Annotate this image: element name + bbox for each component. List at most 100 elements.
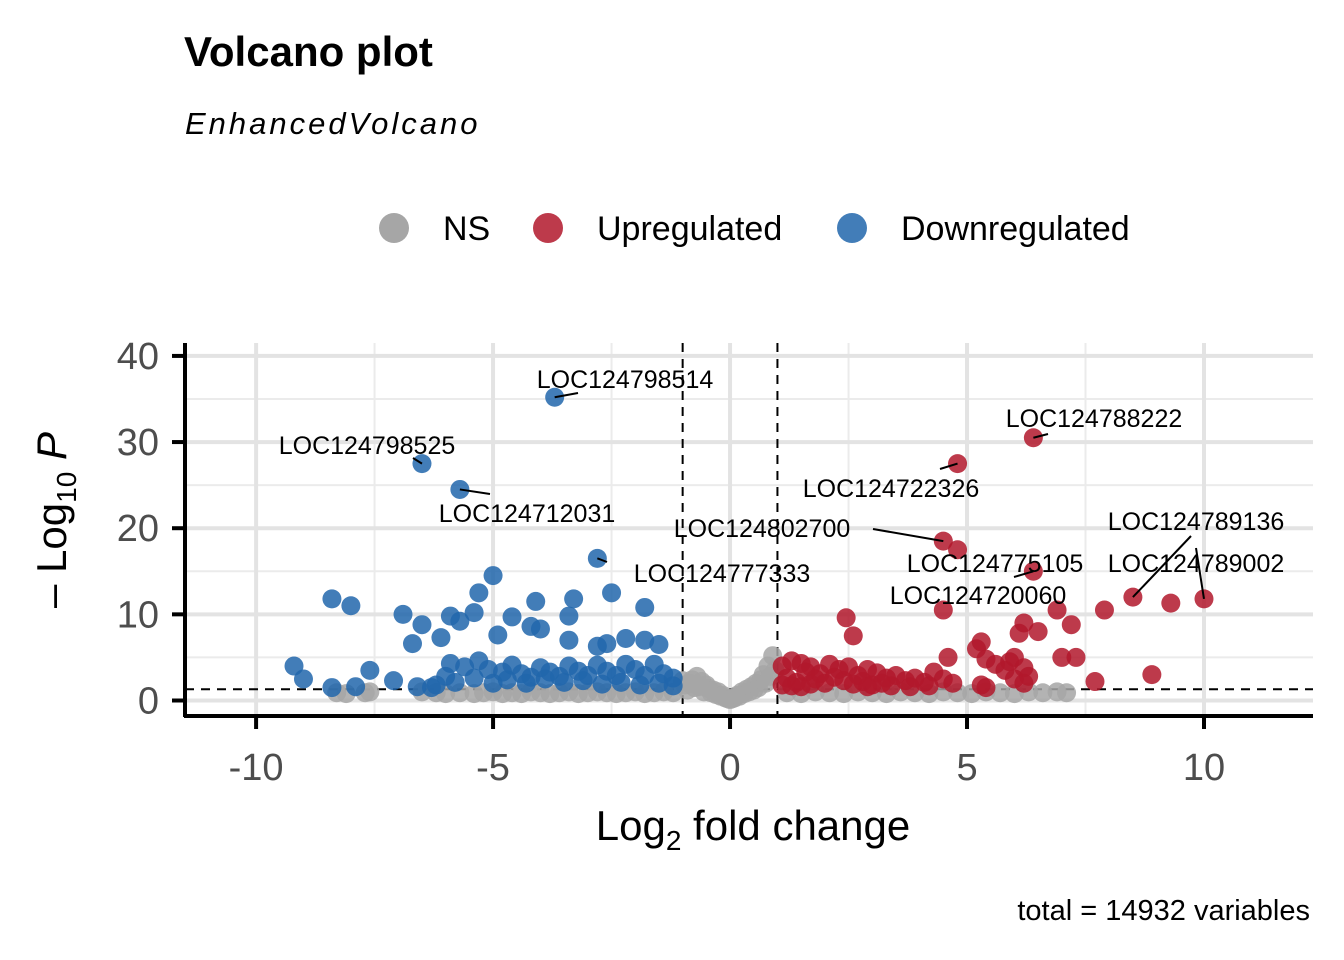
point-downregulated (445, 672, 465, 692)
point-downregulated (649, 673, 669, 693)
y-tick-label: 20 (117, 508, 159, 550)
gene-label: LOC124722326 (803, 475, 980, 503)
point-upregulated (1028, 622, 1048, 642)
point-upregulated (933, 600, 953, 620)
x-tick-label: 5 (956, 747, 977, 789)
caption: total = 14932 variables (1017, 895, 1310, 927)
point-upregulated (843, 626, 863, 646)
point-downregulated (322, 589, 342, 609)
point-downregulated (535, 669, 555, 689)
point-upregulated (1085, 672, 1105, 692)
point-downregulated (469, 583, 489, 603)
point-downregulated (635, 597, 655, 617)
gene-label: LOC124798514 (537, 366, 714, 394)
point-downregulated (464, 603, 484, 623)
point-downregulated (630, 675, 650, 695)
x-tick-label: 10 (1183, 747, 1225, 789)
y-tick-label: 40 (117, 336, 159, 378)
label-connector (1013, 570, 1034, 578)
grid (185, 343, 1313, 716)
label-connector (554, 392, 579, 399)
point-downregulated (616, 628, 636, 648)
point-downregulated (483, 673, 503, 693)
point-downregulated (597, 634, 617, 654)
point-downregulated (559, 606, 579, 626)
label-connector (1033, 433, 1049, 439)
point-ns (1033, 683, 1053, 703)
legend: NS Upregulated Downregulated (379, 210, 1130, 248)
point-upregulated (801, 674, 821, 694)
point-upregulated (1066, 647, 1086, 667)
point-upregulated (1047, 600, 1067, 620)
point-downregulated (564, 589, 584, 609)
x-tick-label: -5 (476, 747, 510, 789)
point-downregulated (649, 635, 669, 655)
legend-swatch-ns (379, 213, 409, 243)
point-ns (1057, 683, 1077, 703)
gene-label: LOC124789136 (1108, 508, 1285, 536)
label-connector (1195, 547, 1205, 600)
legend-swatch-downregulated (837, 213, 867, 243)
point-downregulated (663, 676, 683, 696)
point-downregulated (426, 675, 446, 695)
gene-labels: LOC124798514 LOC124798525 LOC124712031 LOC1… (279, 366, 1285, 610)
point-upregulated (938, 647, 958, 667)
point-downregulated (450, 611, 470, 631)
point-upregulated (948, 540, 968, 560)
x-axis-title: Log2 fold change (596, 802, 911, 856)
x-tick-label: -10 (229, 747, 284, 789)
label-connector (459, 488, 491, 495)
gene-label: LOC124712031 (439, 500, 616, 528)
gene-label: LOC124789002 (1108, 550, 1285, 578)
point-downregulated (393, 604, 413, 624)
legend-label-upregulated: Upregulated (597, 210, 782, 248)
y-axis-title: – Log10 P (28, 432, 82, 608)
y-tick-label: 30 (117, 422, 159, 464)
point-upregulated (919, 676, 939, 696)
gene-label: LOC124777333 (634, 560, 811, 588)
point-downregulated (516, 673, 536, 693)
point-downregulated (573, 671, 593, 691)
point-upregulated (857, 677, 877, 697)
point-downregulated (592, 674, 612, 694)
point-downregulated (407, 677, 427, 697)
point-downregulated (341, 596, 361, 616)
label-connector (412, 457, 423, 465)
point-downregulated (488, 625, 508, 645)
point-upregulated (1161, 593, 1181, 613)
legend-label-downregulated: Downregulated (901, 210, 1130, 248)
point-upregulated (881, 676, 901, 696)
point-upregulated (943, 673, 963, 693)
label-connector (1132, 535, 1192, 598)
label-connector (872, 528, 944, 543)
point-downregulated (402, 634, 422, 654)
point-downregulated (502, 607, 522, 627)
point-downregulated (464, 668, 484, 688)
point-downregulated (526, 591, 546, 611)
point-downregulated (602, 583, 622, 603)
gene-label: LOC124802700 (674, 515, 851, 543)
point-downregulated (497, 670, 517, 690)
point-downregulated (530, 619, 550, 639)
chart-subtitle: EnhancedVolcano (185, 106, 481, 141)
point-upregulated (1061, 615, 1081, 635)
point-downregulated (559, 630, 579, 650)
chart-title: Volcano plot (184, 28, 433, 75)
point-downregulated (346, 677, 366, 697)
point-downregulated (483, 566, 503, 586)
legend-label-ns: NS (443, 210, 490, 248)
label-connector (596, 557, 608, 563)
point-upregulated (1052, 647, 1072, 667)
point-upregulated (836, 608, 856, 628)
gene-label: LOC124798525 (279, 432, 456, 460)
point-upregulated (900, 677, 920, 697)
y-tick-label: 10 (117, 594, 159, 636)
point-upregulated (1009, 623, 1029, 643)
point-upregulated (1094, 600, 1114, 620)
point-downregulated (322, 678, 342, 698)
point-downregulated (554, 672, 574, 692)
x-tick-label: 0 (719, 747, 740, 789)
point-upregulated (1142, 665, 1162, 685)
